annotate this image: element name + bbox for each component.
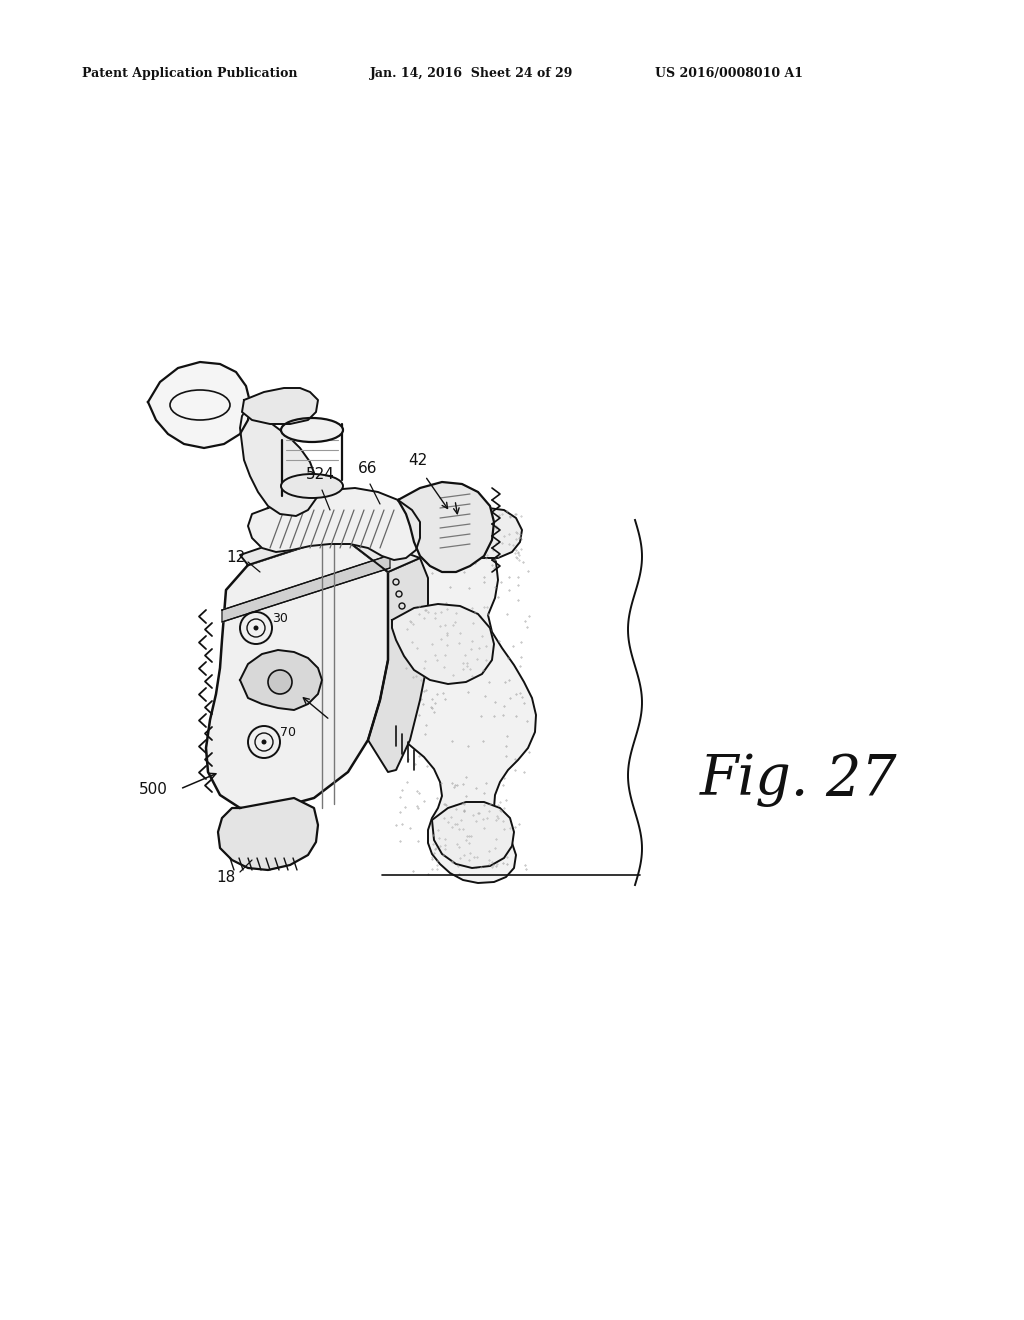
Polygon shape: [432, 803, 514, 869]
Polygon shape: [206, 535, 388, 810]
Circle shape: [254, 626, 258, 631]
Text: Patent Application Publication: Patent Application Publication: [82, 66, 298, 79]
Polygon shape: [398, 482, 494, 572]
Polygon shape: [218, 799, 318, 870]
Text: 30: 30: [272, 612, 288, 626]
Text: 42: 42: [409, 453, 428, 469]
Text: 500: 500: [139, 783, 168, 797]
Polygon shape: [240, 525, 420, 572]
Circle shape: [268, 671, 292, 694]
Polygon shape: [378, 520, 536, 883]
Polygon shape: [222, 554, 390, 622]
Text: Fig. 27: Fig. 27: [700, 752, 897, 808]
Ellipse shape: [281, 418, 343, 442]
Circle shape: [261, 739, 266, 744]
Text: 18: 18: [217, 870, 236, 886]
Polygon shape: [240, 411, 318, 516]
Polygon shape: [242, 388, 318, 424]
Ellipse shape: [281, 474, 343, 498]
Polygon shape: [368, 558, 428, 772]
Text: 70: 70: [280, 726, 296, 739]
Polygon shape: [148, 362, 250, 447]
Text: 12: 12: [226, 550, 246, 565]
Polygon shape: [392, 605, 494, 684]
Polygon shape: [240, 649, 322, 710]
Text: 524: 524: [305, 467, 335, 482]
Polygon shape: [452, 508, 522, 558]
Text: US 2016/0008010 A1: US 2016/0008010 A1: [655, 66, 803, 79]
Text: Jan. 14, 2016  Sheet 24 of 29: Jan. 14, 2016 Sheet 24 of 29: [370, 66, 573, 79]
Text: 66: 66: [358, 461, 378, 477]
Polygon shape: [248, 488, 420, 560]
